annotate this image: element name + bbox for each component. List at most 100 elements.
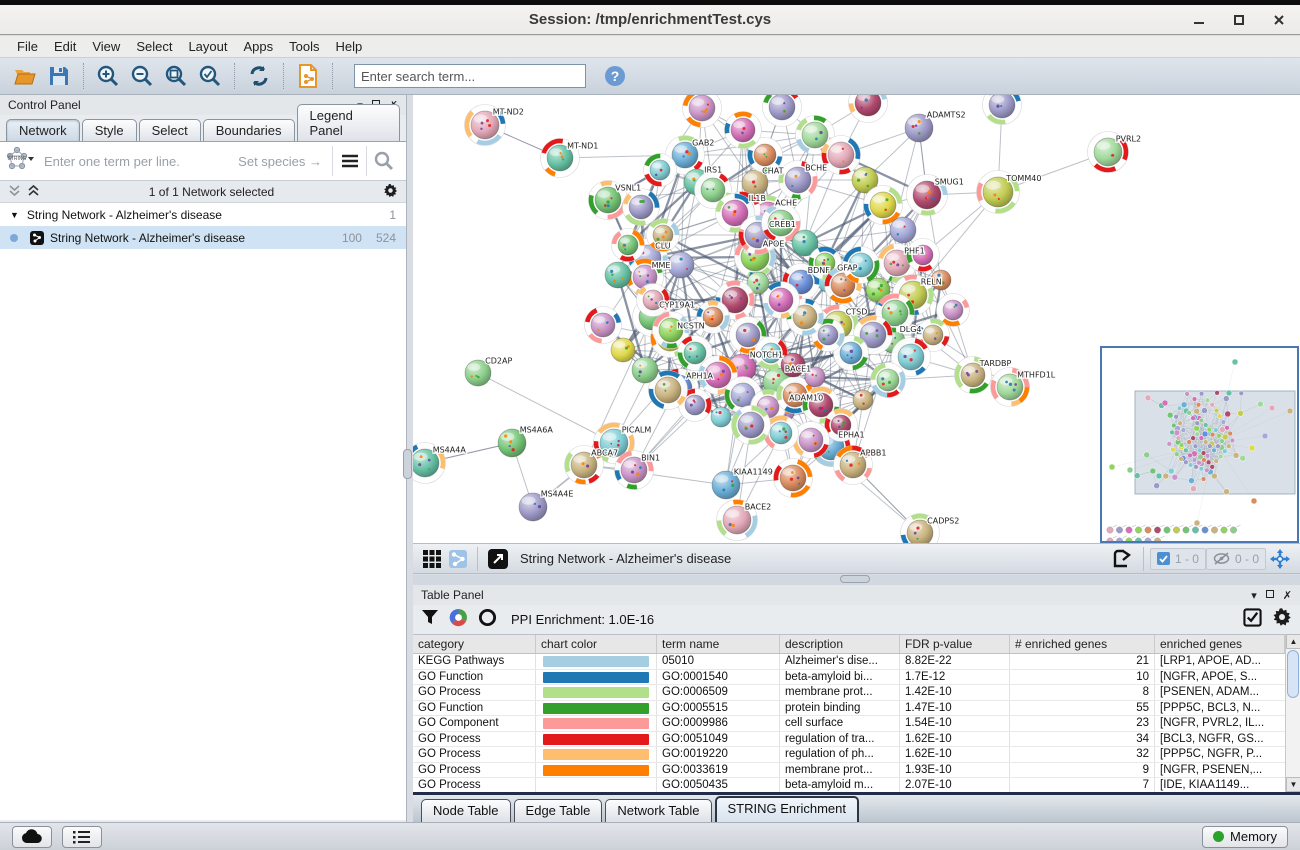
menu-edit[interactable]: Edit: [53, 39, 77, 54]
network-node-unlabeled[interactable]: [870, 362, 906, 398]
float-panel-button[interactable]: ▾: [1251, 589, 1257, 602]
network-node-unlabeled[interactable]: [906, 238, 940, 272]
network-node-unlabeled[interactable]: [731, 405, 771, 445]
network-node-BIN1[interactable]: [614, 450, 654, 490]
network-row[interactable]: String Network - Alzheimer's disease 100…: [0, 226, 406, 249]
close-button[interactable]: [1272, 13, 1286, 27]
table-row[interactable]: GO Process GO:0051049 regulation of tra...…: [413, 731, 1285, 747]
network-node-MS4A6A[interactable]: [497, 428, 527, 458]
tab-boundaries[interactable]: Boundaries: [202, 119, 295, 141]
task-history-button[interactable]: [62, 825, 102, 848]
table-row[interactable]: GO Function GO:0005515 protein binding 1.47…: [413, 700, 1285, 716]
network-node-APBB1[interactable]: [833, 445, 873, 485]
tab-style[interactable]: Style: [81, 119, 137, 141]
network-node-SMUG1[interactable]: [906, 174, 948, 216]
network-node-unlabeled[interactable]: [604, 261, 632, 289]
menu-apps[interactable]: Apps: [243, 39, 274, 54]
network-node-unlabeled[interactable]: [891, 337, 931, 377]
vertical-splitter-handle[interactable]: [403, 449, 412, 479]
dock-panel-button[interactable]: [1265, 589, 1274, 601]
network-node-unlabeled[interactable]: [824, 408, 858, 442]
network-node-TARDBP[interactable]: [954, 356, 992, 394]
string-options-button[interactable]: [332, 146, 366, 176]
tab-network[interactable]: Network: [6, 119, 80, 141]
grid-view-button[interactable]: [419, 544, 445, 574]
tree-expand-icon[interactable]: ▼: [10, 209, 19, 220]
collapse-all-icon[interactable]: [8, 184, 21, 200]
network-node-unlabeled[interactable]: [622, 188, 660, 226]
memory-button[interactable]: Memory: [1202, 825, 1288, 848]
select-columns-icon[interactable]: [1243, 607, 1262, 632]
network-node-unlabeled[interactable]: [584, 306, 622, 344]
network-node-CADPS2[interactable]: [900, 513, 940, 544]
scrollbar-thumb[interactable]: [1287, 650, 1299, 698]
table-row[interactable]: GO Function GO:0001540 beta-amyloid bi... 1…: [413, 669, 1285, 685]
network-node-CD2AP[interactable]: [464, 359, 492, 387]
selected-nodes-badge[interactable]: 1 - 0: [1149, 547, 1206, 570]
minimize-button[interactable]: [1192, 13, 1206, 27]
hidden-nodes-badge[interactable]: 0 - 0: [1205, 547, 1266, 570]
network-node-unlabeled[interactable]: [667, 251, 695, 279]
network-node-unlabeled[interactable]: [773, 458, 813, 498]
network-node-unlabeled[interactable]: [636, 283, 670, 317]
network-node-unlabeled[interactable]: [791, 229, 819, 257]
network-node-MS4A4A[interactable]: [413, 442, 446, 484]
import-network-button[interactable]: [291, 61, 325, 91]
network-node-KIAA1149[interactable]: [711, 470, 741, 500]
network-node-unlabeled[interactable]: [842, 246, 880, 284]
column-header-enriched-genes[interactable]: enriched genes: [1155, 635, 1285, 653]
network-node-unlabeled[interactable]: [652, 311, 690, 349]
open-session-button[interactable]: [8, 61, 42, 91]
column-header-FDR-p-value[interactable]: FDR p-value: [900, 635, 1010, 653]
network-node-unlabeled[interactable]: [848, 95, 888, 123]
table-row[interactable]: GO Process GO:0019220 regulation of ph... 1…: [413, 747, 1285, 763]
network-node-unlabeled[interactable]: [682, 95, 722, 128]
column-header--enriched-genes[interactable]: # enriched genes: [1010, 635, 1155, 653]
export-network-button[interactable]: [1107, 544, 1137, 574]
network-node-unlabeled[interactable]: [724, 111, 762, 149]
open-in-window-button[interactable]: [484, 544, 512, 574]
birds-eye-view[interactable]: [1100, 346, 1299, 545]
cloud-status-button[interactable]: [12, 825, 52, 848]
filter-icon[interactable]: [421, 608, 439, 631]
network-node-ABCA7[interactable]: [564, 445, 604, 485]
scroll-up-arrow[interactable]: ▲: [1286, 634, 1300, 649]
network-node-CHAT[interactable]: [741, 169, 769, 197]
menu-file[interactable]: File: [17, 39, 38, 54]
network-node-unlabeled[interactable]: [863, 185, 903, 225]
network-canvas[interactable]: MT-ND2 MT-ND1 VSNL1 GAB2 ADAMTS2 PVRL2 TOMM40 S…: [413, 95, 1300, 543]
network-node-unlabeled[interactable]: [811, 318, 845, 352]
network-node-MTHFD1L[interactable]: [990, 367, 1030, 407]
string-query-input[interactable]: [44, 153, 239, 169]
scroll-down-arrow[interactable]: ▼: [1286, 777, 1300, 792]
network-node-ADAMTS2[interactable]: [904, 113, 934, 143]
table-row[interactable]: GO Component GO:0009986 cell surface 1.54E-…: [413, 716, 1285, 732]
network-node-unlabeled[interactable]: [646, 218, 680, 252]
tab-node-table[interactable]: Node Table: [421, 799, 511, 822]
network-node-unlabeled[interactable]: [792, 421, 830, 459]
string-search-button[interactable]: [366, 146, 400, 176]
network-node-unlabeled[interactable]: [648, 370, 688, 410]
network-node-unlabeled[interactable]: [821, 135, 861, 175]
pan-tool-button[interactable]: [1266, 544, 1294, 574]
pie-chart-icon[interactable]: [449, 608, 468, 632]
network-node-unlabeled[interactable]: [852, 389, 874, 411]
search-input[interactable]: [354, 64, 586, 88]
network-node-unlabeled[interactable]: [833, 335, 869, 371]
network-node-unlabeled[interactable]: [710, 406, 732, 428]
tab-select[interactable]: Select: [138, 119, 201, 141]
zoom-selected-button[interactable]: [193, 61, 227, 91]
network-options-gear-icon[interactable]: [383, 183, 398, 201]
species-hint[interactable]: Set species →: [238, 153, 322, 169]
save-session-button[interactable]: [42, 61, 76, 91]
menu-select[interactable]: Select: [136, 39, 173, 54]
table-row[interactable]: KEGG Pathways 05010 Alzheimer's dise... 8.8…: [413, 654, 1285, 670]
tab-string-enrichment[interactable]: STRING Enrichment: [714, 796, 859, 822]
network-node-unlabeled[interactable]: [982, 95, 1022, 125]
network-node-PICALM[interactable]: [593, 422, 635, 464]
zoom-in-button[interactable]: [91, 61, 125, 91]
tab-edge-table[interactable]: Edge Table: [513, 799, 603, 822]
network-node-unlabeled[interactable]: [610, 337, 636, 363]
network-node-MT-ND2[interactable]: [464, 104, 506, 146]
menu-help[interactable]: Help: [335, 39, 363, 54]
